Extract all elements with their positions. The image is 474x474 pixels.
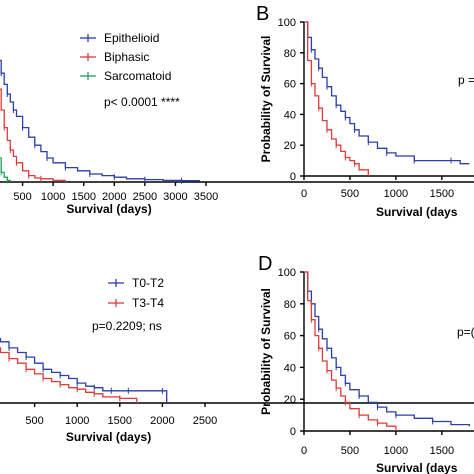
x-tick-label: 0: [301, 188, 307, 200]
legend-label: T0-T2: [132, 276, 164, 290]
y-tick-label: 80: [284, 48, 296, 60]
y-tick-label: 20: [284, 140, 296, 152]
x-tick-label: 2000: [150, 415, 174, 427]
panel-3: 500 1000 1500 2000 2500 Survival (days) T0-T2 T…: [0, 276, 474, 444]
x-tick-label: 500: [341, 445, 359, 457]
x-axis-title: Survival (days): [66, 430, 151, 444]
panel-4: 0 20 40 60 80 100 Probability of Survival 0 500 1…: [258, 253, 474, 474]
x-tick-label: 1500: [108, 415, 132, 427]
y-tick-label: 40: [284, 362, 296, 374]
x-tick-label: 500: [25, 415, 43, 427]
legend-label: Biphasic: [104, 50, 149, 64]
x-tick-label: 1500: [430, 445, 454, 457]
x-tick-label: 2500: [193, 415, 217, 427]
x-tick-label: 500: [341, 188, 359, 200]
x-tick-label: 1000: [384, 445, 408, 457]
legend-label: Epithelioid: [104, 31, 159, 45]
p-value-label: p=0.2209; ns: [92, 319, 162, 333]
x-tick-label: 3500: [194, 191, 218, 203]
panel-letter: D: [258, 253, 272, 275]
x-tick-label: 1000: [384, 188, 408, 200]
x-tick-label: 1500: [430, 188, 454, 200]
x-tick-label: 0: [301, 445, 307, 457]
panel-2: 0 20 40 60 80 100 Probability of Survival 0 500 1…: [256, 3, 474, 219]
p-value-label: p=(: [457, 325, 474, 339]
x-tick-label: 2500: [133, 191, 157, 203]
p-value-label: p =: [458, 73, 474, 87]
y-tick-label: 100: [278, 17, 296, 29]
y-tick-label: 0: [290, 426, 296, 438]
legend-label: T3-T4: [132, 296, 164, 310]
survival-curve-series-1: [304, 21, 470, 165]
y-tick-label: 40: [284, 109, 296, 121]
y-tick-label: 80: [284, 299, 296, 311]
y-tick-label: 60: [284, 79, 296, 91]
survival-curve-t3-t4: [0, 347, 138, 403]
x-tick-label: 500: [13, 191, 31, 203]
x-tick-label: 1500: [71, 191, 95, 203]
y-tick-label: 20: [284, 394, 296, 406]
y-tick-label: 100: [278, 267, 296, 279]
y-tick-label: 60: [284, 331, 296, 343]
y-axis-title: Probability of Survival: [259, 288, 273, 415]
y-axis-title: Probability of Survival: [259, 36, 273, 163]
x-tick-label: 1000: [65, 415, 89, 427]
x-axis-title: Survival (days: [376, 205, 458, 219]
y-tick-label: 0: [290, 171, 296, 183]
x-tick-label: 1000: [41, 191, 65, 203]
x-tick-label: 3000: [163, 191, 187, 203]
survival-curve-t0-t2: [0, 338, 168, 403]
p-value-label: p< 0.0001 ****: [104, 95, 180, 109]
survival-curve-epithelioid: [0, 59, 200, 182]
x-axis-title: Survival (days): [66, 202, 151, 216]
x-axis-title: Survival (days: [376, 461, 458, 474]
panel-letter: B: [256, 3, 269, 25]
x-tick-label: 2000: [102, 191, 126, 203]
legend-label: Sarcomatoid: [104, 69, 171, 83]
